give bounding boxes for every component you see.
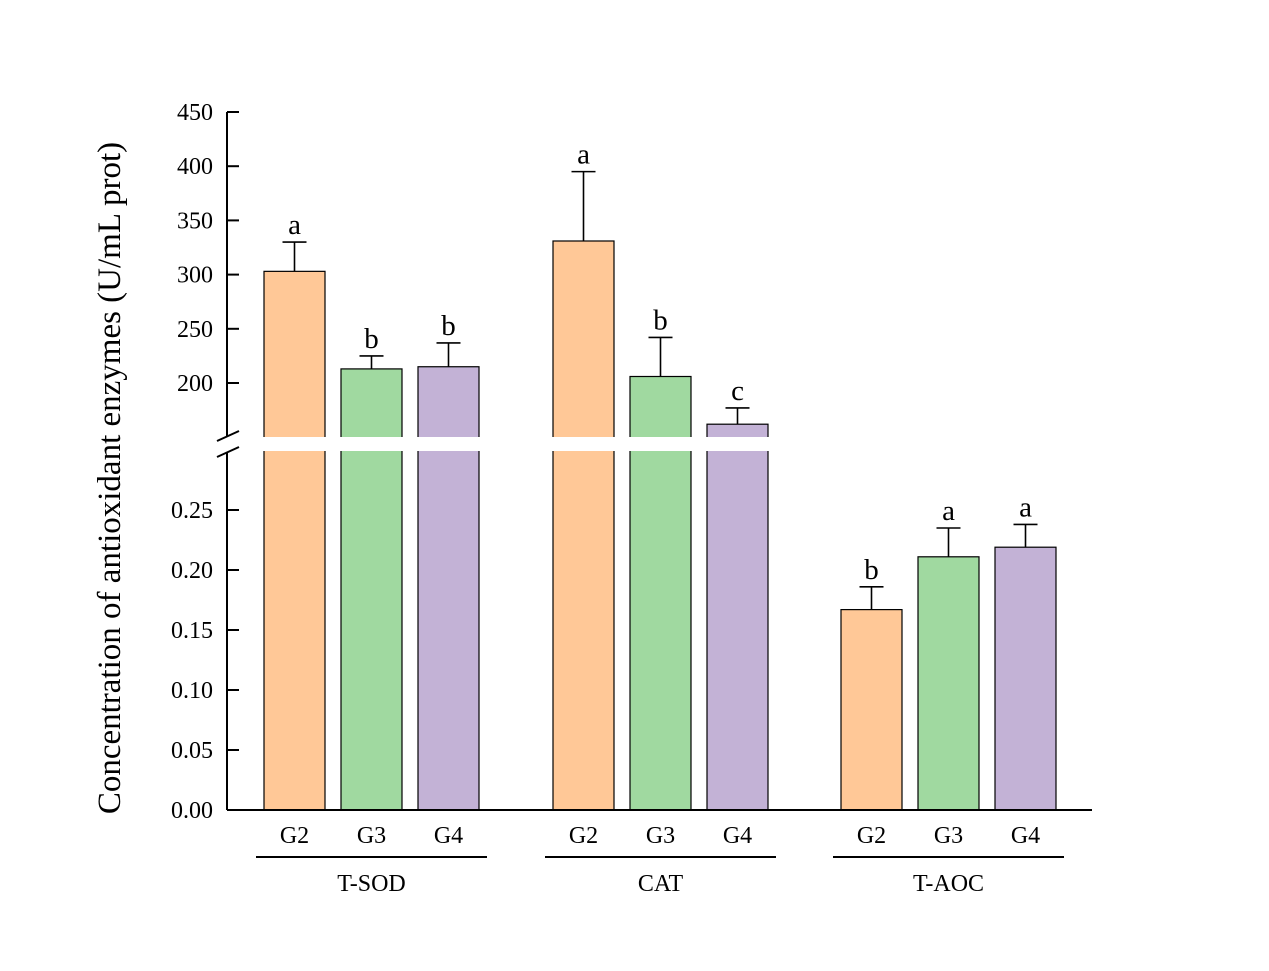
x-tick-label: G2 xyxy=(280,823,309,849)
axes-layer xyxy=(216,111,1092,858)
bars-layer xyxy=(263,170,1057,811)
group-label: T-SOD xyxy=(337,871,405,897)
significance-label: b xyxy=(864,554,879,586)
y-tick-label: 0.20 xyxy=(171,558,213,584)
significance-label: a xyxy=(577,139,590,171)
bar xyxy=(840,608,903,811)
bar xyxy=(417,366,480,811)
significance-label: b xyxy=(653,304,668,336)
significance-label: b xyxy=(441,310,456,342)
axis-break-gap xyxy=(228,437,788,451)
labels-layer: a G2 b G3 b G4 T-SOD a G2 b G3 c G4 CAT b G2 a G3 a G4 T-AOC… xyxy=(171,100,1040,897)
significance-label: b xyxy=(364,323,379,355)
x-tick-label: G2 xyxy=(569,823,598,849)
y-tick-label: 0.25 xyxy=(171,498,213,524)
bar xyxy=(917,556,980,811)
y-tick-label: 0.15 xyxy=(171,618,213,644)
y-tick-label: 0.00 xyxy=(171,798,213,824)
x-tick-label: G4 xyxy=(1011,823,1040,849)
group-label: CAT xyxy=(638,871,684,897)
x-tick-label: G4 xyxy=(723,823,752,849)
x-tick-label: G4 xyxy=(434,823,463,849)
bar xyxy=(263,270,326,811)
group-label: T-AOC xyxy=(913,871,984,897)
x-tick-label: G2 xyxy=(857,823,886,849)
axis-break-mark xyxy=(216,446,240,458)
y-tick-label: 400 xyxy=(177,154,213,180)
x-tick-label: G3 xyxy=(646,823,675,849)
axis-break-mark xyxy=(216,430,240,442)
bar xyxy=(552,240,615,811)
x-tick-label: G3 xyxy=(357,823,386,849)
bar xyxy=(706,423,769,811)
bar xyxy=(994,546,1057,811)
bar xyxy=(340,368,403,811)
y-tick-label: 250 xyxy=(177,317,213,343)
y-tick-label: 200 xyxy=(177,371,213,397)
axis-break-band xyxy=(228,437,788,451)
significance-label: a xyxy=(288,209,301,241)
y-tick-label: 350 xyxy=(177,208,213,234)
y-axis-label: Concentration of antioxidant enzymes (U/… xyxy=(92,142,128,814)
y-tick-label: 0.10 xyxy=(171,678,213,704)
y-tick-label: 0.05 xyxy=(171,738,213,764)
significance-label: a xyxy=(1019,491,1032,523)
y-tick-label: 300 xyxy=(177,263,213,289)
y-tick-label: 450 xyxy=(177,100,213,126)
significance-label: c xyxy=(731,375,744,407)
significance-label: a xyxy=(942,495,955,527)
x-tick-label: G3 xyxy=(934,823,963,849)
